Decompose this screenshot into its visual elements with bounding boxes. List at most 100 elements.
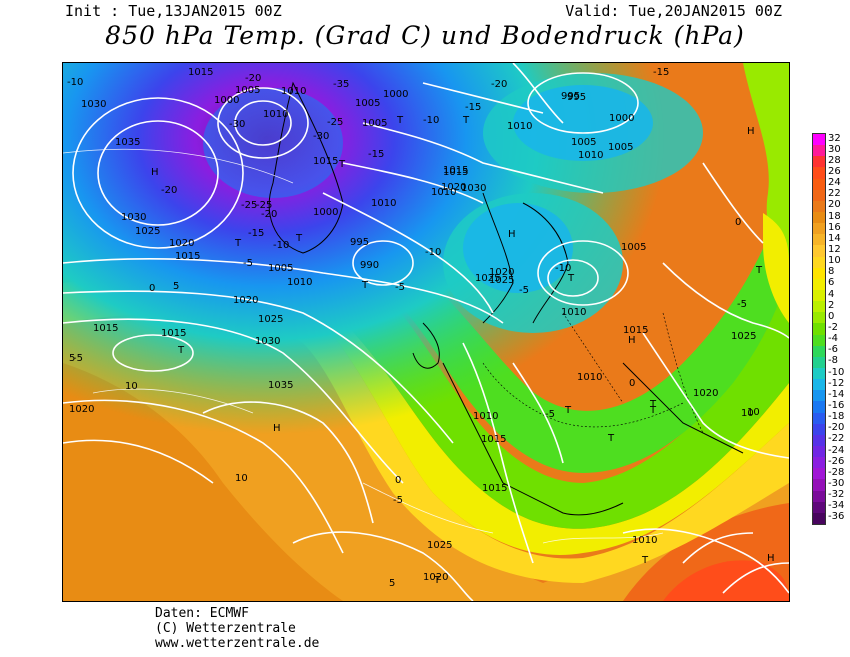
- legend-swatch: [813, 211, 825, 224]
- low-center: T: [177, 345, 185, 356]
- legend-swatch: [813, 423, 825, 435]
- svg-text:1010: 1010: [473, 411, 498, 422]
- legend-swatch: [813, 256, 825, 268]
- svg-text:1015: 1015: [623, 325, 648, 336]
- svg-text:-30: -30: [313, 131, 329, 142]
- svg-text:0: 0: [149, 283, 155, 294]
- svg-text:-25: -25: [327, 117, 343, 128]
- low-center: T: [234, 238, 242, 249]
- legend-label: 14: [828, 232, 841, 244]
- svg-text:1030: 1030: [255, 336, 280, 347]
- website-link: www.wetterzentrale.de: [155, 636, 320, 651]
- chart-title: 850 hPa Temp. (Grad C) und Bodendruck (h…: [105, 21, 745, 50]
- svg-text:1030: 1030: [81, 99, 106, 110]
- svg-text:995: 995: [561, 91, 580, 102]
- svg-text:1005: 1005: [621, 242, 646, 253]
- svg-text:1015: 1015: [443, 165, 468, 176]
- legend-swatch: [813, 245, 825, 257]
- svg-text:1025: 1025: [135, 226, 160, 237]
- legend-label: 16: [828, 221, 841, 233]
- svg-text:1010: 1010: [281, 86, 306, 97]
- data-source: Daten: ECMWF: [155, 606, 249, 621]
- legend-swatch: [813, 401, 825, 413]
- legend-label: -34: [828, 500, 845, 512]
- svg-text:1010: 1010: [507, 121, 532, 132]
- svg-text:1010: 1010: [371, 198, 396, 209]
- svg-text:1025: 1025: [489, 275, 514, 286]
- legend-label: -28: [828, 466, 845, 478]
- svg-text:1010: 1010: [287, 277, 312, 288]
- legend-label: 4: [828, 288, 835, 300]
- high-center: H: [767, 553, 775, 564]
- legend-swatch: [813, 223, 825, 235]
- legend-label: -18: [828, 411, 845, 423]
- legend-swatch: [813, 345, 825, 357]
- borders: [482, 312, 704, 434]
- isotherms: [63, 148, 664, 544]
- svg-text:-5: -5: [243, 258, 253, 269]
- svg-text:1015: 1015: [481, 434, 506, 445]
- legend-label: -20: [828, 422, 845, 434]
- svg-text:10: 10: [235, 473, 248, 484]
- legend-swatch: [813, 200, 825, 212]
- svg-text:1020: 1020: [489, 267, 514, 278]
- legend-label: -24: [828, 444, 845, 456]
- svg-text:1010: 1010: [632, 535, 657, 546]
- svg-text:1020: 1020: [233, 295, 258, 306]
- legend-swatch: [813, 278, 825, 290]
- legend-label: -4: [828, 333, 838, 345]
- svg-text:-20: -20: [245, 73, 261, 84]
- legend-swatch: [813, 445, 825, 458]
- legend-swatch: [813, 267, 825, 279]
- legend-label: -16: [828, 400, 845, 411]
- legend-label: -2: [828, 322, 838, 333]
- legend-label: -36: [828, 511, 845, 523]
- svg-text:-10: -10: [425, 247, 441, 258]
- high-center: H: [151, 167, 159, 178]
- legend-label: -8: [828, 355, 838, 367]
- svg-text:-10: -10: [423, 115, 439, 126]
- low-center: T: [755, 265, 763, 276]
- low-center: T: [338, 159, 346, 170]
- svg-text:1035: 1035: [115, 137, 140, 148]
- legend-swatch: [813, 379, 825, 391]
- svg-text:1015: 1015: [482, 483, 507, 494]
- legend-label: 20: [828, 199, 841, 211]
- legend-swatch: [813, 167, 825, 179]
- low-center: T: [641, 555, 649, 566]
- legend-swatch: [813, 390, 825, 402]
- svg-text:1025: 1025: [258, 314, 283, 325]
- svg-text:995: 995: [567, 92, 586, 103]
- svg-text:1005: 1005: [268, 263, 293, 274]
- svg-text:-25: -25: [241, 200, 257, 211]
- pressure-centers: H H H H H H T T T T T T T T T T T T T T …: [151, 115, 775, 586]
- legend-swatch: [813, 178, 825, 190]
- legend-swatch: [813, 312, 825, 324]
- low-center: T: [567, 273, 575, 284]
- legend-label: 18: [828, 210, 841, 222]
- legend-swatch: [813, 512, 825, 524]
- low-center: T: [462, 115, 470, 126]
- svg-text:1000: 1000: [313, 207, 338, 218]
- legend-label: 32: [828, 132, 841, 144]
- svg-text:1020: 1020: [693, 388, 718, 399]
- low-center: T: [607, 433, 615, 444]
- legend-label: 2: [828, 299, 835, 311]
- svg-text:0: 0: [629, 378, 635, 389]
- svg-text:-10: -10: [273, 240, 289, 251]
- low-center: T: [396, 115, 404, 126]
- svg-text:1025: 1025: [475, 273, 500, 284]
- svg-text:-15: -15: [368, 149, 384, 160]
- scandinavia-cold-2: [463, 203, 573, 293]
- legend-swatch: [813, 134, 825, 146]
- svg-text:-20: -20: [491, 79, 507, 90]
- legend-label: 10: [828, 255, 841, 267]
- svg-text:1030: 1030: [121, 212, 146, 223]
- low-center: T: [361, 280, 369, 291]
- high-center: H: [747, 126, 755, 137]
- legend-swatch: [813, 234, 825, 246]
- svg-text:-5: -5: [395, 282, 405, 293]
- svg-text:1000: 1000: [609, 113, 634, 124]
- svg-text:-25: -25: [256, 200, 272, 211]
- low-center: T: [649, 399, 657, 410]
